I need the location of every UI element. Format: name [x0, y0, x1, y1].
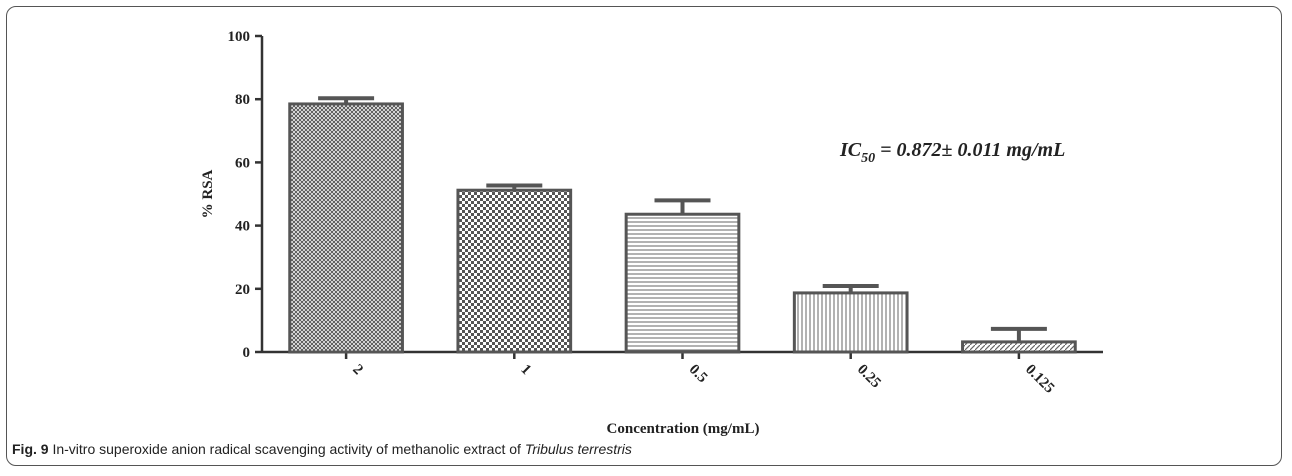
caption: Fig. 9 In-vitro superoxide anion radical…	[12, 441, 632, 457]
annotation: IC50 = 0.872± 0.011 mg/mL	[839, 139, 1065, 166]
y-tick-label: 20	[235, 282, 250, 298]
caption-text: In-vitro superoxide anion radical scaven…	[48, 441, 525, 457]
caption-species: Tribulus terrestris	[524, 441, 632, 457]
y-axis-label: % RSA	[200, 169, 216, 218]
annotation-sub: 50	[861, 151, 875, 166]
y-tick-label: 0	[243, 345, 251, 361]
annotation-rest: = 0.872± 0.011 mg/mL	[875, 139, 1065, 161]
figure-frame	[6, 6, 1282, 466]
y-tick-label: 100	[228, 29, 251, 45]
x-tick-label: 2	[349, 362, 366, 379]
bar	[624, 212, 741, 354]
x-tick-label: 1	[517, 362, 534, 379]
caption-label: Fig. 9	[12, 441, 49, 457]
bar	[288, 102, 404, 354]
annotation-main: IC	[839, 139, 862, 161]
x-axis-label: Concentration (mg/mL)	[607, 421, 760, 437]
x-tick-label: 0.5	[686, 362, 711, 387]
bar	[961, 340, 1077, 354]
y-tick-label: 80	[235, 92, 250, 108]
bar	[792, 291, 909, 354]
x-tick-label: 0.125	[1022, 362, 1057, 397]
y-tick-label: 40	[235, 219, 250, 235]
bar	[456, 188, 573, 354]
x-tick-label: 0.25	[854, 362, 884, 392]
y-tick-label: 60	[235, 155, 250, 171]
